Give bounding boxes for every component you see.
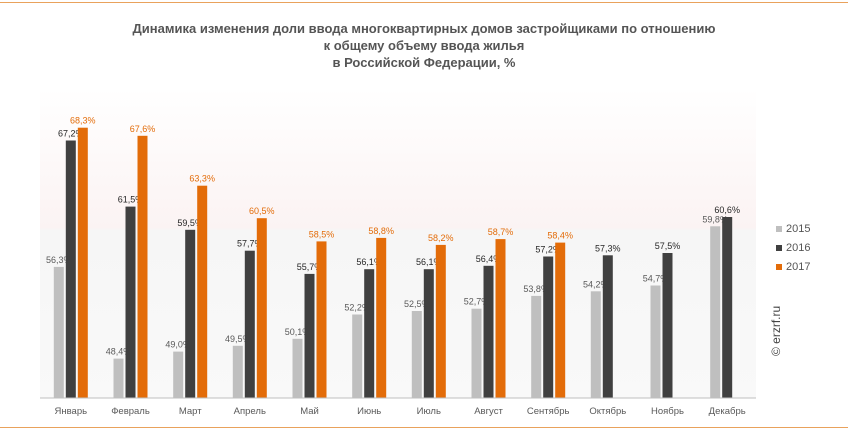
- bar-2017-8: [495, 239, 506, 398]
- data-label-2016-12: 60,6%: [714, 205, 740, 215]
- x-tick-label-5: Май: [300, 406, 319, 417]
- x-tick-label-3: Март: [179, 406, 202, 417]
- data-label-2015-4: 49,5%: [225, 334, 251, 344]
- bar-2017-3: [197, 185, 208, 398]
- x-tick-label-2: Февраль: [111, 406, 150, 417]
- bar-2016-6: [364, 269, 375, 398]
- legend: 2015 2016 2017: [776, 219, 810, 276]
- bar-2015-2: [113, 358, 124, 398]
- legend-swatch-2017: [776, 263, 782, 270]
- data-label-2017-9: 58,4%: [547, 231, 573, 241]
- legend-item-2015: 2015: [776, 219, 810, 238]
- x-tick-label-8: Август: [474, 406, 503, 417]
- bar-2016-7: [423, 269, 434, 398]
- data-label-2016-3: 59,5%: [177, 218, 203, 228]
- bar-2016-3: [185, 229, 196, 398]
- legend-item-2017: 2017: [776, 257, 810, 276]
- bar-2016-8: [483, 265, 494, 398]
- bar-2017-6: [376, 237, 387, 398]
- bar-2016-12: [722, 217, 733, 398]
- chart-title-line-1: Динамика изменения доли ввода многокварт…: [132, 21, 716, 36]
- legend-label-2017: 2017: [786, 260, 811, 273]
- bar-2017-9: [555, 242, 566, 398]
- top-rule: [0, 2, 848, 3]
- chart-title: Динамика изменения доли ввода многокварт…: [0, 20, 848, 71]
- bottom-rule: [0, 427, 848, 428]
- data-label-2017-2: 67,6%: [130, 124, 156, 134]
- bar-2015-8: [471, 308, 482, 398]
- x-tick-label-9: Сентябрь: [527, 406, 570, 417]
- data-label-2015-12: 59,8%: [702, 214, 728, 224]
- bar-2017-4: [256, 218, 267, 398]
- legend-label-2016: 2016: [786, 241, 811, 254]
- bar-2016-2: [125, 206, 136, 398]
- data-label-2017-3: 63,3%: [189, 174, 215, 184]
- x-tick-label-11: Ноябрь: [651, 406, 684, 417]
- bar-2015-5: [292, 338, 303, 398]
- data-label-2016-9: 57,2%: [535, 245, 561, 255]
- bar-2017-5: [316, 241, 327, 398]
- bar-2017-1: [77, 127, 88, 398]
- x-tick-label-12: Декабрь: [709, 406, 746, 417]
- bar-2015-7: [411, 311, 422, 398]
- data-label-2015-10: 54,2%: [583, 279, 609, 289]
- data-label-2015-9: 53,8%: [523, 284, 549, 294]
- data-label-2015-11: 54,7%: [643, 274, 669, 284]
- data-label-2015-6: 52,2%: [344, 303, 370, 313]
- bar-2015-6: [352, 314, 363, 398]
- data-label-2015-7: 52,5%: [404, 299, 430, 309]
- data-label-2016-4: 57,7%: [237, 239, 263, 249]
- bar-2015-10: [590, 291, 601, 398]
- bar-2016-9: [543, 256, 554, 398]
- bar-2017-7: [435, 244, 446, 398]
- data-label-2016-2: 61,5%: [118, 195, 144, 205]
- data-label-2015-5: 50,1%: [285, 327, 311, 337]
- legend-label-2015: 2015: [786, 222, 811, 235]
- bar-2016-4: [244, 250, 255, 398]
- bars-group: 56,3% 67,2% 68,3% 48,4% 61,5% 67,6% 49,0% 59,5%…: [46, 116, 740, 399]
- x-tick-label-7: Июль: [417, 406, 441, 417]
- data-label-2017-4: 60,5%: [249, 206, 275, 216]
- x-tick-label-6: Июнь: [357, 406, 381, 417]
- bar-2017-2: [137, 135, 148, 399]
- data-label-2017-1: 68,3%: [70, 116, 96, 126]
- bar-2016-11: [662, 253, 673, 398]
- x-tick-label-4: Апрель: [234, 406, 266, 417]
- data-label-2016-10: 57,3%: [595, 243, 621, 253]
- data-label-2015-3: 49,0%: [165, 340, 191, 350]
- chart-title-line-3: в Российской Федерации, %: [332, 55, 516, 70]
- data-label-2016-7: 56,1%: [416, 257, 442, 267]
- bar-2015-3: [173, 351, 184, 398]
- bar-2015-1: [53, 266, 64, 398]
- data-label-2017-5: 58,5%: [309, 229, 335, 239]
- data-label-2015-2: 48,4%: [106, 347, 132, 357]
- data-label-2015-1: 56,3%: [46, 255, 72, 265]
- data-label-2017-8: 58,7%: [488, 227, 514, 237]
- bar-2016-10: [602, 255, 613, 398]
- bar-2016-1: [65, 140, 76, 398]
- bar-2015-4: [232, 345, 243, 398]
- data-label-2017-6: 58,8%: [368, 226, 394, 236]
- bar-2015-12: [710, 226, 721, 398]
- x-tick-labels: Январь Февраль Март Апрель Май Июнь Июль Август…: [55, 406, 746, 417]
- data-label-2015-8: 52,7%: [464, 297, 490, 307]
- data-label-2016-8: 56,4%: [476, 254, 502, 264]
- chart-title-line-2: к общему объему ввода жилья: [323, 38, 525, 53]
- legend-swatch-2016: [776, 244, 782, 251]
- plot-area: [40, 88, 756, 398]
- data-label-2016-11: 57,5%: [655, 241, 681, 251]
- x-tick-label-1: Январь: [55, 406, 88, 417]
- data-label-2016-5: 55,7%: [297, 262, 323, 272]
- watermark-text: © erzrf.ru: [769, 305, 783, 356]
- legend-item-2016: 2016: [776, 238, 810, 257]
- bar-2015-9: [531, 295, 542, 398]
- legend-swatch-2015: [776, 225, 782, 232]
- x-tick-label-10: Октябрь: [589, 406, 626, 417]
- data-label-2017-7: 58,2%: [428, 233, 454, 243]
- data-label-2016-6: 56,1%: [356, 257, 382, 267]
- bar-2016-5: [304, 273, 315, 398]
- bar-2015-11: [650, 285, 661, 398]
- data-label-2016-1: 67,2%: [58, 129, 84, 139]
